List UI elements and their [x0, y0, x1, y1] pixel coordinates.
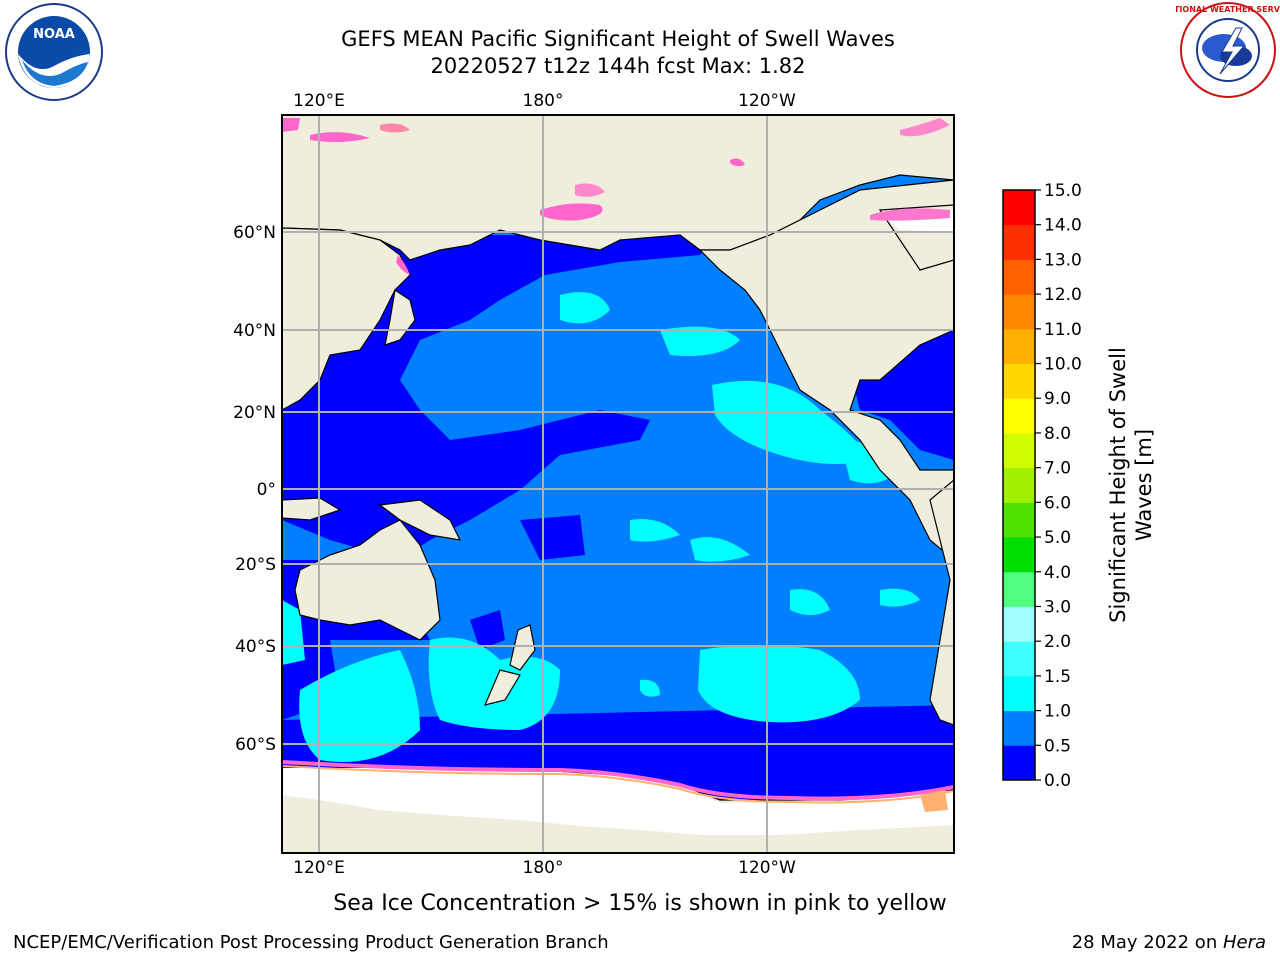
colorbar-tick-label: 11.0: [1044, 320, 1082, 340]
colorbar-label-line2: Waves [m]: [1132, 428, 1156, 542]
colorbar-swatch: [1003, 710, 1035, 746]
colorbar-swatch: [1003, 190, 1035, 226]
colorbar-tick-label: 5.0: [1044, 528, 1071, 548]
sea-ice-caption: Sea Ice Concentration > 15% is shown in …: [333, 891, 947, 916]
colorbar-swatch: [1003, 294, 1035, 330]
colorbar-tick-label: 1.5: [1044, 667, 1071, 687]
colorbar-swatch: [1003, 641, 1035, 677]
colorbar-swatch: [1003, 502, 1035, 538]
colorbar-swatch: [1003, 467, 1035, 503]
colorbar-swatches: [1003, 190, 1035, 781]
colorbar-tick-label: 6.0: [1044, 493, 1071, 513]
colorbar-tick-label: 9.0: [1044, 389, 1071, 409]
colorbar-swatch: [1003, 259, 1035, 295]
lon-tick-top-120e: 120°E: [293, 91, 345, 111]
colorbar-tick-label: 0.5: [1044, 736, 1071, 756]
noaa-logo: NOAA: [5, 3, 103, 101]
lon-tick-bottom-180: 180°: [523, 858, 564, 878]
colorbar-tick-label: 14.0: [1044, 216, 1082, 236]
colorbar-ticks: 0.0 0.5 1.0 1.5 2.0 3.0 4.0 5.0 6.0 7.0 8.0 9.0 10.0…: [1035, 181, 1082, 791]
colorbar: 0.0 0.5 1.0 1.5 2.0 3.0 4.0 5.0 6.0 7.0 8.0 9.0 10.0…: [1002, 181, 1082, 791]
footer-machine: Hera: [1222, 932, 1266, 953]
colorbar-tick-label: 1.0: [1044, 702, 1071, 722]
colorbar-swatch: [1003, 224, 1035, 260]
land-masses: [282, 115, 954, 853]
nws-logo-text: NATIONAL WEATHER SERVICE: [1176, 5, 1280, 14]
colorbar-swatch: [1003, 675, 1035, 712]
lon-tick-bottom-120e: 120°E: [293, 858, 345, 878]
lat-tick-60n: 60°N: [233, 223, 276, 243]
colorbar-tick-label: 10.0: [1044, 355, 1082, 375]
colorbar-swatch: [1003, 571, 1035, 607]
colorbar-tick-label: 15.0: [1044, 181, 1082, 201]
lat-tick-60s: 60°S: [235, 735, 276, 755]
colorbar-label-line1: Significant Height of Swell: [1106, 347, 1130, 623]
lon-tick-top-120w: 120°W: [738, 91, 796, 111]
nws-logo: NATIONAL WEATHER SERVICE: [1176, 2, 1280, 98]
colorbar-swatch: [1003, 328, 1035, 365]
colorbar-swatch: [1003, 606, 1035, 642]
colorbar-swatch: [1003, 745, 1035, 781]
lat-tick-20s: 20°S: [235, 555, 276, 575]
colorbar-tick-label: 8.0: [1044, 424, 1071, 444]
footer-date-text: 28 May 2022 on: [1071, 932, 1223, 953]
map-frame: [281, 114, 955, 854]
colorbar-swatch: [1003, 398, 1035, 434]
lon-tick-top-180: 180°: [523, 91, 564, 111]
colorbar-tick-label: 0.0: [1044, 771, 1071, 791]
colorbar-swatch: [1003, 537, 1035, 573]
colorbar-tick-label: 13.0: [1044, 250, 1082, 270]
colorbar-swatch: [1003, 363, 1035, 399]
noaa-logo-text: NOAA: [33, 27, 75, 42]
lat-tick-40s: 40°S: [235, 637, 276, 657]
lat-tick-20n: 20°N: [233, 403, 276, 423]
graticule: [282, 115, 954, 853]
footer-date: 28 May 2022 on Hera: [1072, 932, 1266, 953]
colorbar-tick-label: 3.0: [1044, 597, 1071, 617]
colorbar-tick-label: 7.0: [1044, 459, 1071, 479]
swell-mid-regions: [282, 292, 920, 762]
sea-ice-edges: [282, 118, 954, 812]
colorbar-tick-label: 12.0: [1044, 285, 1082, 305]
chart-title-line2: 20220527 t12z 144h fcst Max: 1.82: [430, 54, 806, 78]
lon-tick-bottom-120w: 120°W: [738, 858, 796, 878]
lat-tick-40n: 40°N: [233, 321, 276, 341]
chart-title-line1: GEFS MEAN Pacific Significant Height of …: [341, 27, 895, 51]
colorbar-swatch: [1003, 432, 1035, 469]
colorbar-frame: [1002, 189, 1036, 781]
pacific-map: 120°E 180° 120°W 120°E 180° 120°W 60°N 4…: [233, 91, 955, 878]
lat-tick-0: 0°: [257, 480, 276, 500]
footer-branch: NCEP/EMC/Verification Post Processing Pr…: [13, 932, 609, 953]
colorbar-tick-label: 4.0: [1044, 563, 1071, 583]
colorbar-tick-label: 2.0: [1044, 632, 1071, 652]
